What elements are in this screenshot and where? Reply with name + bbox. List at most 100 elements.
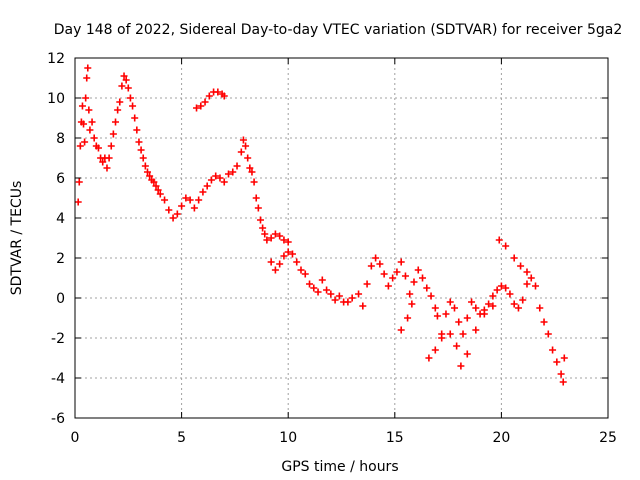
data-point	[404, 314, 412, 322]
data-point	[284, 238, 292, 246]
data-point	[560, 354, 568, 362]
data-point	[259, 224, 267, 232]
data-point	[85, 106, 93, 114]
data-point	[90, 134, 98, 142]
x-tick-label: 20	[492, 430, 510, 446]
data-point	[103, 164, 111, 172]
data-point	[489, 292, 497, 300]
data-point	[380, 270, 388, 278]
x-axis-ticks: 0 5 10 15 20 25	[71, 58, 617, 446]
data-point	[112, 118, 120, 126]
chart-title: Day 148 of 2022, Sidereal Day-to-day VTE…	[54, 22, 623, 38]
data-point	[271, 266, 279, 274]
data-point	[84, 64, 92, 72]
data-point	[480, 310, 488, 318]
data-point	[94, 144, 102, 152]
plot-frame	[74, 57, 609, 419]
data-point	[497, 282, 505, 290]
data-point	[438, 334, 446, 342]
data-point	[201, 98, 209, 106]
data-point	[165, 206, 173, 214]
y-tick-label: 6	[56, 171, 65, 187]
data-point	[472, 326, 480, 334]
data-point	[427, 292, 435, 300]
data-point	[141, 162, 149, 170]
data-point	[280, 252, 288, 260]
data-point	[139, 154, 147, 162]
data-point	[267, 258, 275, 266]
data-point	[450, 304, 458, 312]
data-point	[425, 354, 433, 362]
data-point	[384, 282, 392, 290]
data-point	[124, 84, 132, 92]
data-point	[446, 298, 454, 306]
data-point	[310, 284, 318, 292]
data-point	[293, 258, 301, 266]
data-point	[514, 304, 522, 312]
data-point	[205, 92, 213, 100]
data-point	[143, 168, 151, 176]
data-point	[431, 304, 439, 312]
data-point	[173, 210, 181, 218]
data-point	[199, 188, 207, 196]
data-point	[83, 74, 91, 82]
data-point	[549, 346, 557, 354]
data-point	[229, 168, 237, 176]
data-point	[252, 194, 260, 202]
data-point	[559, 378, 567, 386]
data-point	[363, 280, 371, 288]
data-point	[372, 254, 380, 262]
y-tick-label: 4	[56, 211, 65, 227]
data-point	[493, 286, 501, 294]
data-point	[81, 138, 89, 146]
data-point	[178, 202, 186, 210]
data-point	[195, 196, 203, 204]
data-point	[76, 142, 84, 150]
data-point	[74, 198, 82, 206]
y-tick-label: 2	[56, 251, 65, 267]
data-point	[397, 258, 405, 266]
data-point	[419, 274, 427, 282]
data-point	[301, 270, 309, 278]
data-point	[186, 196, 194, 204]
data-point	[169, 214, 177, 222]
data-point	[468, 298, 476, 306]
data-point	[536, 304, 544, 312]
data-point	[442, 310, 450, 318]
data-point	[146, 172, 154, 180]
y-tick-label: -4	[51, 371, 65, 387]
data-point	[288, 250, 296, 258]
data-point	[323, 286, 331, 294]
data-point	[306, 280, 314, 288]
data-point	[455, 318, 463, 326]
data-point	[389, 274, 397, 282]
data-point	[506, 290, 514, 298]
data-point	[137, 146, 145, 154]
data-point	[256, 216, 264, 224]
data-point	[161, 196, 169, 204]
data-point	[376, 260, 384, 268]
data-point	[197, 102, 205, 110]
y-tick-label: 12	[47, 51, 65, 67]
x-tick-label: 10	[279, 430, 297, 446]
data-point	[86, 126, 94, 134]
data-point	[216, 174, 224, 182]
data-point	[544, 330, 552, 338]
data-point	[220, 178, 228, 186]
data-point	[220, 92, 228, 100]
data-point	[485, 300, 493, 308]
data-point	[131, 114, 139, 122]
data-point	[406, 290, 414, 298]
data-point	[397, 326, 405, 334]
data-point	[116, 98, 124, 106]
data-point	[233, 162, 241, 170]
data-point	[327, 290, 335, 298]
y-tick-label: 8	[56, 131, 65, 147]
data-point	[284, 248, 292, 256]
data-point	[463, 314, 471, 322]
data-point	[193, 104, 201, 112]
data-point	[150, 178, 158, 186]
data-point	[80, 120, 88, 128]
data-point	[118, 82, 126, 90]
